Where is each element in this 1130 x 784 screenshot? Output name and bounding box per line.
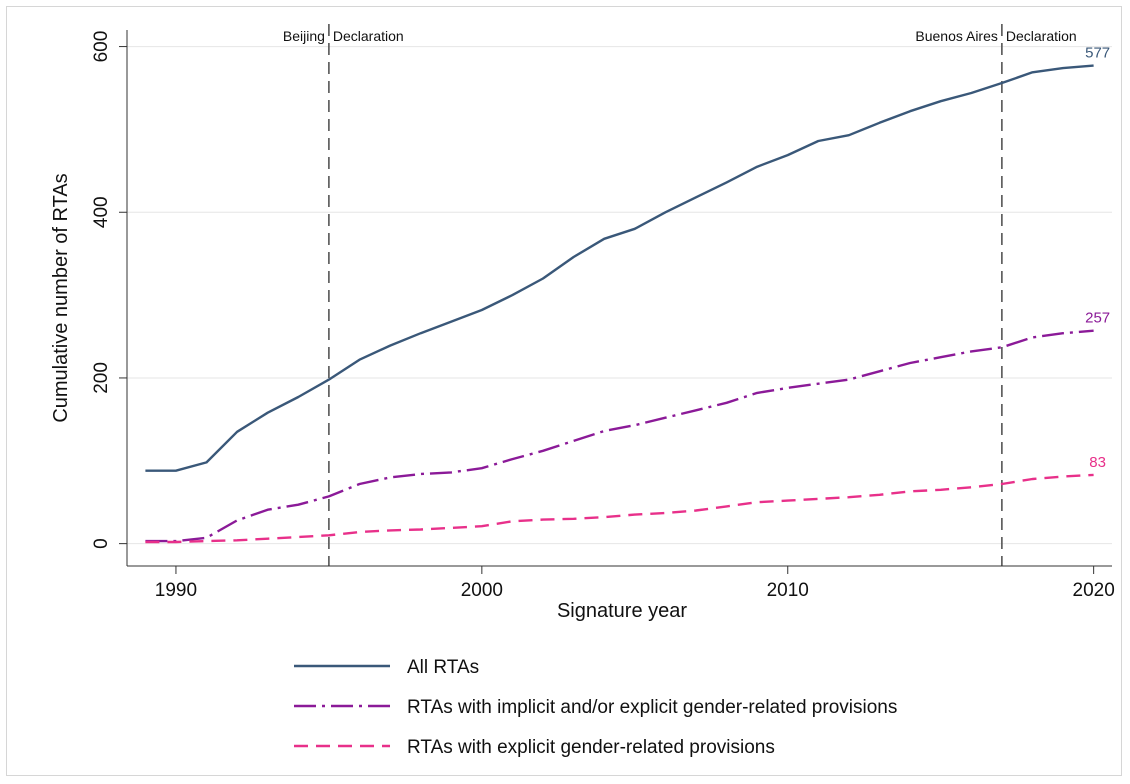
y-tick-label: 400 (91, 196, 112, 228)
series-line (145, 329, 1094, 543)
reference-right-label: Declaration (1006, 28, 1077, 44)
gridlines (127, 46, 1112, 545)
series-end-label: 257 (1085, 310, 1110, 327)
reference-lines: Beijing Declaration Buenos Aires Declaratio… (283, 24, 1077, 566)
series-end-label: 577 (1085, 45, 1110, 62)
x-axis-title: Signature year (557, 600, 687, 622)
y-tick-label: 0 (91, 538, 112, 549)
x-tick-label: 2000 (461, 580, 503, 601)
reference-left-label: Buenos Aires (915, 28, 998, 44)
x-tick-label: 2010 (767, 580, 809, 601)
x-tick-label: 1990 (155, 580, 197, 601)
x-tick-label: 2020 (1073, 580, 1115, 601)
series-end-label: 83 (1089, 454, 1106, 471)
reference-left-label: Beijing (283, 28, 325, 44)
legend-label: All RTAs (407, 657, 479, 678)
y-tick-label: 200 (91, 362, 112, 394)
legend-label: RTAs with implicit and/or explicit gende… (407, 697, 897, 718)
axes: 0 200 400 600 1990 2000 2010 2020 (91, 30, 1115, 601)
legend: All RTAs RTAs with implicit and/or explic… (294, 657, 897, 758)
series-lines (145, 64, 1094, 544)
end-labels: 577 257 83 (1085, 45, 1110, 471)
legend-label: RTAs with explicit gender-related provis… (407, 737, 775, 758)
y-axis-title: Cumulative number of RTAs (50, 173, 72, 422)
reference-right-label: Declaration (333, 28, 404, 44)
series-line (145, 473, 1094, 544)
y-tick-label: 600 (91, 31, 112, 63)
chart-frame (6, 6, 1122, 776)
series-line (145, 64, 1094, 472)
